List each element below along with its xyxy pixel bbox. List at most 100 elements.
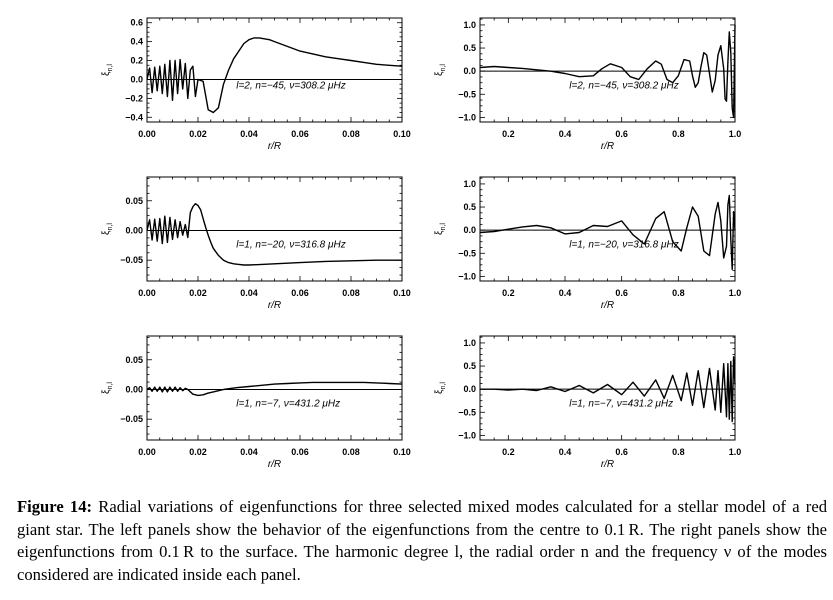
y-tick-label: 0.4 — [130, 37, 143, 47]
panel-annotation: l=2, n=−45, ν=308.2 μHz — [236, 81, 345, 92]
x-tick-label: 0.6 — [615, 129, 628, 139]
x-axis-label: r/R — [268, 459, 281, 470]
x-tick-label: 0.06 — [291, 288, 309, 298]
y-tick-label: 0.0 — [463, 384, 476, 394]
caption-label: Figure 14: — [17, 497, 93, 516]
x-tick-label: 0.08 — [342, 288, 360, 298]
y-tick-label: 1.0 — [463, 338, 476, 348]
x-tick-label: 0.4 — [559, 288, 572, 298]
panel-p4: 0.2 0.4 0.6 0.8 1.0 1.0 0.5 0.0 −0.5 −1.0 r/R ξn,l l… — [434, 176, 742, 311]
x-tick-label: 0.00 — [138, 288, 156, 298]
y-axis-label-subscript: n,l — [107, 382, 114, 390]
y-axis-label: ξn,l — [434, 223, 447, 235]
x-tick-label: 0.06 — [291, 129, 309, 139]
y-tick-label: −1.0 — [458, 112, 476, 122]
panel-annotation: l=1, n=−7, ν=431.2 μHz — [236, 399, 340, 410]
y-axis-label: ξn,l — [101, 382, 114, 394]
y-axis-label: ξn,l — [101, 223, 114, 235]
figure-caption: Figure 14: Radial variations of eigenfun… — [17, 496, 827, 586]
x-axis-label: r/R — [601, 300, 614, 311]
x-tick-label: 0.6 — [615, 288, 628, 298]
caption-text: Radial variations of eigenfunctions for … — [17, 497, 827, 584]
x-tick-label: 1.0 — [729, 288, 742, 298]
x-tick-label: 0.08 — [342, 129, 360, 139]
y-tick-label: 0.0 — [463, 66, 476, 76]
x-tick-label: 0.10 — [393, 288, 411, 298]
x-tick-label: 0.08 — [342, 447, 360, 457]
y-axis-label-subscript: n,l — [107, 223, 114, 231]
y-tick-label: −0.2 — [125, 93, 143, 103]
y-tick-label: −0.4 — [125, 112, 143, 122]
x-tick-label: 0.4 — [559, 447, 572, 457]
y-tick-label: 0.2 — [130, 56, 143, 66]
y-tick-label: −0.5 — [458, 248, 476, 258]
x-tick-label: 0.6 — [615, 447, 628, 457]
x-tick-label: 0.02 — [189, 288, 207, 298]
panel-annotation: l=2, n=−45, ν=308.2 μHz — [569, 81, 678, 92]
x-tick-label: 0.06 — [291, 447, 309, 457]
y-tick-label: −1.0 — [458, 271, 476, 281]
y-tick-label: −0.5 — [458, 407, 476, 417]
y-tick-label: −1.0 — [458, 430, 476, 440]
y-tick-label: 0.0 — [463, 225, 476, 235]
x-tick-label: 0.02 — [189, 447, 207, 457]
y-tick-label: 0.5 — [463, 43, 476, 53]
x-axis-label: r/R — [268, 300, 281, 311]
y-tick-label: 0.05 — [125, 355, 143, 365]
y-axis-label-subscript: n,l — [107, 64, 114, 72]
panel-p2: 0.2 0.4 0.6 0.8 1.0 1.0 0.5 0.0 −0.5 −1.0 r/R ξn,l l… — [434, 17, 742, 152]
y-axis-label: ξn,l — [434, 382, 447, 394]
x-axis-label: r/R — [601, 459, 614, 470]
y-tick-label: 0.5 — [463, 361, 476, 371]
figure-14: 0.00 0.02 0.04 0.06 0.08 0.10 0.6 0.4 0.2 0.0 −0.2… — [101, 17, 742, 470]
x-tick-label: 0.8 — [672, 447, 685, 457]
x-tick-label: 0.10 — [393, 129, 411, 139]
plot-frame — [146, 176, 403, 282]
y-axis-label: ξn,l — [434, 64, 447, 76]
y-tick-label: 1.0 — [463, 179, 476, 189]
x-tick-label: 1.0 — [729, 447, 742, 457]
panel-annotation: l=1, n=−7, ν=431.2 μHz — [569, 399, 673, 410]
x-tick-label: 1.0 — [729, 129, 742, 139]
panel-p1: 0.00 0.02 0.04 0.06 0.08 0.10 0.6 0.4 0.2 0.0 −0.2… — [101, 17, 411, 152]
panel-p3: 0.00 0.02 0.04 0.06 0.08 0.10 0.05 0.00 −0.05 r/R… — [101, 176, 411, 311]
x-tick-label: 0.2 — [502, 288, 515, 298]
x-tick-label: 0.4 — [559, 129, 572, 139]
eigenfunction-line — [146, 203, 402, 266]
x-tick-label: 0.2 — [502, 129, 515, 139]
y-tick-label: −0.05 — [120, 414, 143, 424]
panel-annotation: l=1, n=−20, ν=316.8 μHz — [569, 240, 678, 251]
y-axis-label-subscript: n,l — [440, 64, 447, 72]
y-tick-label: 0.5 — [463, 202, 476, 212]
y-tick-label: 1.0 — [463, 20, 476, 30]
panel-p5: 0.00 0.02 0.04 0.06 0.08 0.10 0.05 0.00 −0.05 r/R… — [101, 335, 411, 470]
x-tick-label: 0.04 — [240, 447, 258, 457]
y-tick-label: 0.6 — [130, 18, 143, 28]
x-axis-label: r/R — [601, 141, 614, 152]
plot-frame — [479, 17, 736, 123]
x-tick-label: 0.8 — [672, 288, 685, 298]
y-tick-label: 0.00 — [125, 384, 143, 394]
y-tick-label: 0.0 — [130, 74, 143, 84]
y-tick-label: −0.5 — [458, 89, 476, 99]
plot-frame — [479, 176, 736, 282]
eigenfunction-line — [146, 37, 403, 114]
x-axis-label: r/R — [268, 141, 281, 152]
x-tick-label: 0.02 — [189, 129, 207, 139]
x-tick-label: 0.00 — [138, 447, 156, 457]
panel-annotation: l=1, n=−20, ν=316.8 μHz — [236, 240, 345, 251]
panel-p6: 0.2 0.4 0.6 0.8 1.0 1.0 0.5 0.0 −0.5 −1.0 r/R ξn,l l… — [434, 335, 742, 470]
eigenfunction-line — [479, 24, 736, 119]
y-tick-label: 0.00 — [125, 225, 143, 235]
y-tick-label: −0.05 — [120, 255, 143, 265]
y-tick-label: 0.05 — [125, 196, 143, 206]
x-tick-label: 0.10 — [393, 447, 411, 457]
x-tick-label: 0.00 — [138, 129, 156, 139]
x-tick-label: 0.8 — [672, 129, 685, 139]
y-axis-label-subscript: n,l — [440, 382, 447, 390]
x-tick-label: 0.04 — [240, 288, 258, 298]
plot-frame — [479, 335, 736, 441]
x-tick-label: 0.04 — [240, 129, 258, 139]
x-tick-label: 0.2 — [502, 447, 515, 457]
eigenfunction-line — [479, 194, 736, 271]
